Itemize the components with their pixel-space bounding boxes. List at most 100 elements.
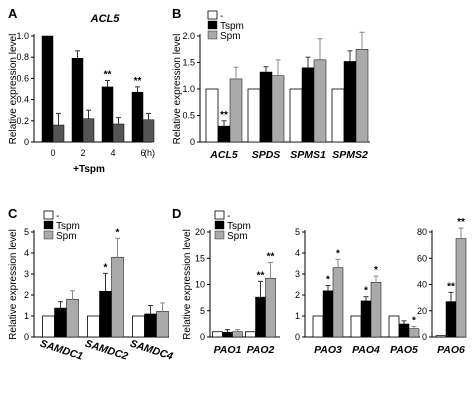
y-tick-label: 2	[295, 290, 300, 300]
y-tick-label: 2.0	[182, 31, 195, 41]
y-tick-label: 0	[422, 332, 427, 342]
chart-title: ACL5	[90, 13, 121, 25]
y-axis-label: Relative expression level	[8, 229, 19, 340]
legend-swatch	[214, 210, 225, 220]
bar-c-2-0	[132, 315, 145, 338]
bar-d1-0-1	[222, 332, 233, 338]
legend-swatch	[43, 230, 54, 240]
bar-c-0-0	[42, 315, 55, 338]
bar-d1-1-1	[255, 296, 266, 338]
legend-label: Tspm	[56, 221, 80, 232]
y-tick-label: 40	[417, 280, 427, 290]
bar-d1-1-2	[265, 277, 276, 338]
bar-d2-1-1	[360, 300, 372, 338]
bar-d1-0-2	[232, 331, 243, 338]
panel-label: C	[8, 206, 18, 221]
significance-mark: **	[457, 217, 465, 228]
legend-swatch	[214, 230, 225, 240]
bar-c-2-1	[144, 313, 157, 338]
bar-b-2-0	[289, 88, 303, 143]
bar-b-3-0	[331, 88, 345, 143]
bar-d2-2-0	[388, 315, 400, 338]
bar-d3-0-1	[445, 301, 457, 338]
significance-mark: *	[374, 265, 378, 276]
bar-d2-0-0	[312, 315, 324, 338]
bar-a-0-1	[52, 124, 65, 143]
legend-swatch	[207, 10, 218, 20]
y-tick-label: 20	[417, 306, 427, 316]
bar-d2-2-2	[408, 328, 420, 338]
bar-a-3-0	[131, 91, 144, 143]
y-tick-label: 0	[295, 332, 300, 342]
legend-label: Spm	[227, 231, 248, 242]
y-tick-label: 0	[24, 332, 29, 342]
bar-d2-2-1	[398, 323, 410, 338]
x-category-label: SAMDC1	[38, 338, 84, 363]
x-sub-label: +Tspm	[73, 164, 105, 175]
x-category-label: SAMDC2	[83, 338, 129, 363]
y-tick-label: 10	[195, 280, 205, 290]
bar-a-2-1	[112, 123, 125, 143]
x-category-label: PAO5	[390, 344, 418, 356]
y-tick-label: 3	[295, 269, 300, 279]
y-tick-label: 0	[24, 137, 29, 147]
significance-mark: *	[412, 316, 416, 327]
y-tick-label: 5	[200, 306, 205, 316]
significance-mark: *	[326, 275, 330, 286]
x-category-label: SAMDC4	[128, 338, 174, 363]
y-tick-label: 3	[24, 269, 29, 279]
x-tick-label: 4	[110, 148, 115, 158]
bar-a-2-0	[101, 86, 114, 143]
bar-c-2-2	[156, 311, 169, 338]
x-unit-label: (h)	[144, 148, 155, 158]
x-category-label: PAO4	[352, 344, 380, 356]
y-tick-label: 20	[195, 227, 205, 237]
y-tick-label: 0.4	[16, 95, 29, 105]
bar-a-3-1	[142, 119, 155, 143]
bar-d2-0-1	[322, 290, 334, 338]
legend-label: Tspm	[227, 221, 251, 232]
legend-swatch	[207, 30, 218, 40]
legend-swatch	[207, 20, 218, 30]
bar-b-3-1	[343, 61, 357, 143]
legend-label: -	[56, 211, 59, 222]
y-tick-label: 4	[295, 248, 300, 258]
bar-b-1-1	[259, 71, 273, 143]
bar-b-1-0	[247, 88, 261, 143]
y-tick-label: 1	[295, 311, 300, 321]
legend-swatch	[43, 210, 54, 220]
y-tick-label: 0	[200, 332, 205, 342]
legend-swatch	[43, 220, 54, 230]
bar-a-1-0	[71, 58, 84, 143]
legend-swatch	[214, 220, 225, 230]
y-tick-label: 0.2	[16, 116, 29, 126]
bar-d3-0-2	[455, 238, 467, 338]
y-tick-label: 0	[190, 137, 195, 147]
y-tick-label: 0.6	[16, 73, 29, 83]
bar-a-0-0	[41, 35, 54, 143]
bar-a-1-1	[82, 118, 95, 143]
y-axis-label: Relative expression level	[172, 34, 183, 145]
panel-label: A	[8, 6, 18, 21]
significance-mark: **	[447, 281, 455, 292]
bar-b-1-2	[271, 75, 285, 143]
y-tick-label: 0.5	[182, 111, 195, 121]
y-tick-label: 60	[417, 253, 427, 263]
bar-c-0-2	[66, 298, 79, 338]
x-category-label: SPMS2	[332, 149, 368, 161]
significance-mark: **	[220, 110, 228, 121]
legend-label: -	[227, 211, 230, 222]
bar-b-2-1	[301, 67, 315, 143]
y-axis-label: Relative expression level	[8, 34, 19, 145]
panel-label: D	[172, 206, 181, 221]
y-tick-label: 5	[295, 227, 300, 237]
significance-mark: **	[257, 270, 265, 281]
bar-c-1-2	[111, 256, 124, 338]
bar-c-0-1	[54, 307, 67, 338]
y-tick-label: 1.0	[16, 31, 29, 41]
y-tick-label: 15	[195, 253, 205, 263]
significance-mark: **	[104, 70, 112, 81]
x-tick-label: 0	[50, 148, 55, 158]
